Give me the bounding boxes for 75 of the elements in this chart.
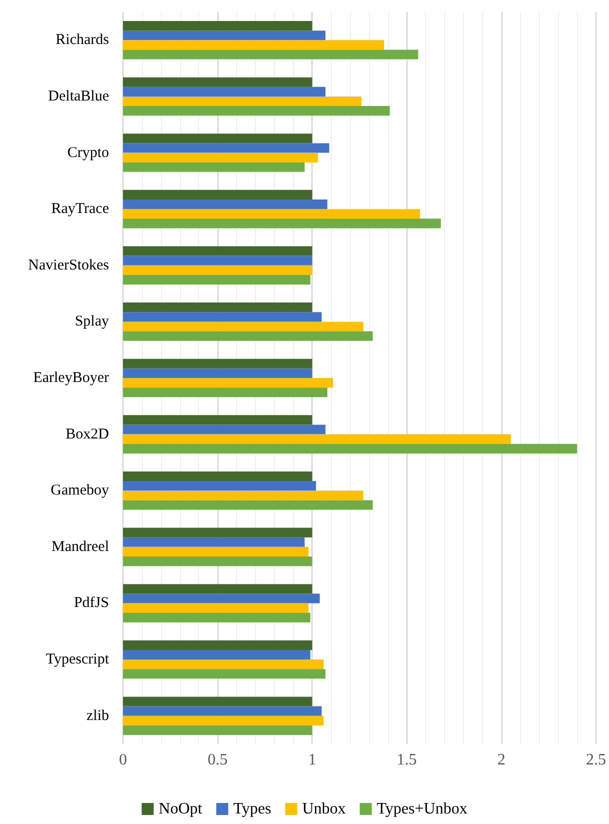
bar bbox=[123, 528, 312, 538]
legend-label: Unbox bbox=[302, 800, 346, 818]
bar bbox=[123, 143, 330, 153]
bar bbox=[123, 40, 384, 50]
bar bbox=[123, 274, 310, 285]
bar bbox=[123, 612, 310, 622]
bar bbox=[123, 500, 373, 510]
bar bbox=[123, 331, 373, 341]
bar bbox=[123, 424, 326, 434]
bar bbox=[123, 546, 308, 556]
bar bbox=[123, 265, 312, 275]
y-tick-label: EarleyBoyer bbox=[33, 370, 109, 386]
legend-label: NoOpt bbox=[158, 800, 203, 818]
bar bbox=[123, 594, 320, 604]
y-tick-label: Mandreel bbox=[52, 538, 109, 555]
y-tick-label: RayTrace bbox=[51, 201, 110, 218]
bar bbox=[123, 706, 322, 716]
bar bbox=[123, 584, 312, 594]
bar bbox=[123, 471, 312, 482]
y-tick-label: Gameboy bbox=[50, 482, 110, 499]
bar bbox=[123, 246, 312, 256]
legend-label: Types bbox=[233, 800, 272, 818]
bar bbox=[123, 96, 362, 106]
x-tick-label: 2.5 bbox=[586, 752, 606, 768]
bar bbox=[123, 444, 578, 454]
bar bbox=[123, 716, 324, 726]
y-tick-label: DeltaBlue bbox=[48, 88, 110, 104]
bar bbox=[123, 481, 316, 491]
bar bbox=[123, 302, 312, 312]
bar bbox=[123, 77, 312, 87]
bar bbox=[123, 556, 312, 566]
bar bbox=[123, 30, 326, 40]
y-tick-label: Box2D bbox=[66, 426, 110, 442]
y-tick-label: NavierStokes bbox=[28, 257, 110, 274]
bar bbox=[123, 537, 305, 547]
y-tick-label: Crypto bbox=[67, 144, 109, 161]
y-tick-label: PdfJS bbox=[74, 595, 109, 612]
y-tick-label: Richards bbox=[56, 32, 110, 48]
bar bbox=[123, 725, 312, 735]
x-tick-label: 1.5 bbox=[396, 752, 417, 768]
bar bbox=[123, 312, 322, 322]
bar bbox=[123, 86, 326, 96]
bar bbox=[123, 368, 312, 378]
bar bbox=[123, 134, 312, 144]
y-tick-label: zlib bbox=[86, 708, 109, 724]
bar bbox=[123, 696, 312, 706]
bar bbox=[123, 378, 334, 388]
x-tick-label: 0 bbox=[119, 752, 127, 768]
bar bbox=[123, 434, 511, 444]
y-tick-label: Typescript bbox=[46, 652, 110, 668]
bar bbox=[123, 218, 441, 228]
bar bbox=[123, 21, 312, 31]
bar bbox=[123, 200, 328, 210]
bar bbox=[123, 490, 364, 500]
bar bbox=[123, 640, 312, 650]
bar bbox=[123, 358, 312, 368]
bar bbox=[123, 256, 312, 266]
x-tick-label: 1 bbox=[308, 752, 316, 768]
bar bbox=[123, 660, 324, 670]
bar bbox=[123, 209, 420, 219]
y-tick-label: Splay bbox=[74, 314, 110, 330]
bar bbox=[123, 650, 310, 660]
bar bbox=[123, 669, 326, 679]
bar bbox=[123, 50, 418, 60]
x-tick-label: 0.5 bbox=[208, 752, 228, 768]
bar bbox=[123, 322, 364, 332]
legend-label: Types+Unbox bbox=[376, 800, 468, 818]
bar bbox=[123, 415, 312, 425]
bar bbox=[123, 603, 308, 613]
bar bbox=[123, 106, 390, 116]
bar bbox=[123, 162, 305, 172]
bar bbox=[123, 388, 328, 398]
bar bbox=[123, 152, 318, 162]
bar bbox=[123, 190, 312, 200]
x-tick-label: 2 bbox=[497, 752, 506, 768]
